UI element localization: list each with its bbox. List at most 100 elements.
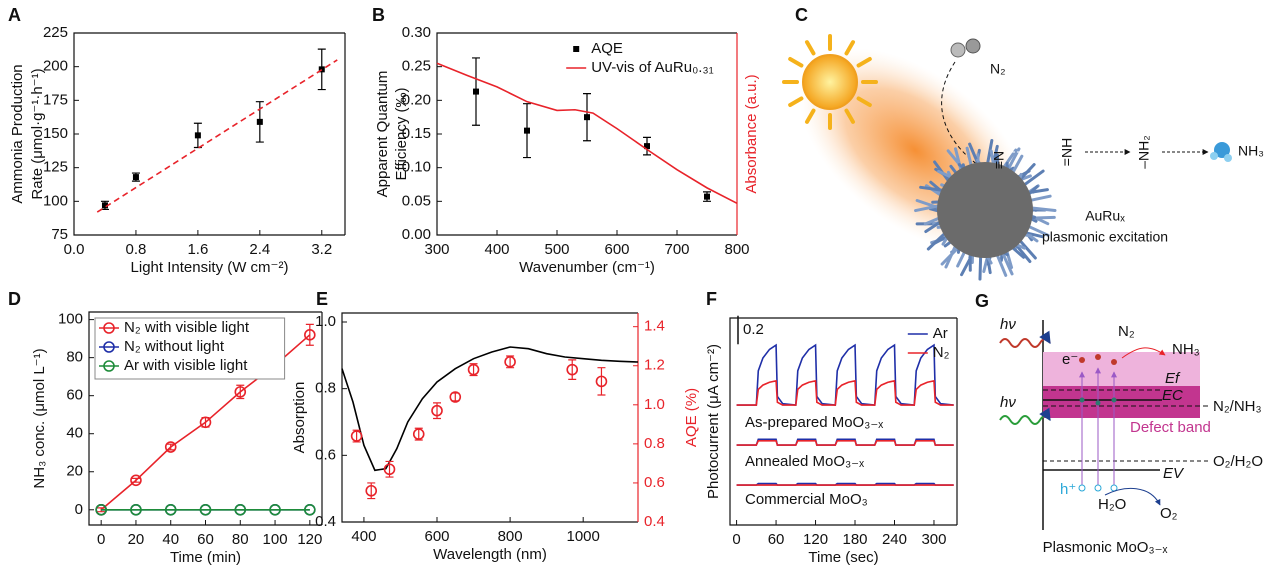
x-axis-label: Light Intensity (W cm⁻²) [131, 259, 289, 276]
data-point [584, 114, 590, 121]
data-point [304, 329, 316, 341]
chart-panel: E 400 600 800 1000 0.4 0.6 0.8 1.0 0.4 0.6 0.8 1.0 1.… [291, 289, 700, 563]
y-axis-label: NH₃ conc. (μmol L⁻¹) [31, 348, 48, 488]
axis-frame [73, 32, 345, 236]
x-tick-label: 2.4 [249, 241, 270, 258]
panel-label: A [8, 5, 21, 25]
data-point [595, 375, 608, 388]
x-tick-label: 500 [544, 241, 569, 258]
x-tick-label: 700 [664, 241, 689, 258]
hole [1094, 484, 1102, 492]
defect-label: Defect band [1130, 419, 1211, 436]
y2-tick-label: 0.8 [644, 435, 665, 452]
x-axis-label: Time (sec) [808, 549, 878, 566]
hole [1078, 484, 1086, 492]
data-point [164, 503, 177, 516]
legend-frame [94, 317, 286, 380]
data-point [318, 66, 325, 73]
intermediate-nh: =NH [1059, 138, 1075, 166]
panel-g: G hν hν e⁻ N₂ NH₃ Ef EC N₂/NH₃ Defect ba… [975, 291, 1263, 556]
data-point [234, 503, 247, 516]
y-tick-label: 0.30 [402, 24, 431, 41]
y-tick-label: 1.0 [315, 313, 336, 330]
axis-frame [88, 311, 322, 526]
y-tick-label: 100 [43, 192, 68, 209]
error-bar [352, 429, 361, 443]
intermediate-nh2: –NH₂ [1136, 135, 1152, 168]
y-tick-label: 150 [43, 125, 68, 142]
sun-ray [805, 40, 816, 56]
x-tick-label: 180 [842, 531, 867, 548]
x-axis-label: Wavenumber (cm⁻¹) [519, 259, 655, 276]
y-tick-label: 100 [58, 311, 83, 328]
y-tick-label: 40 [66, 425, 83, 442]
sun-ray [856, 96, 872, 107]
x-tick-label: 120 [803, 531, 828, 548]
x-tick-label: 120 [297, 531, 322, 548]
error-bar [506, 355, 515, 369]
panel-label: E [316, 289, 328, 309]
scale-bar-label: 0.2 [743, 321, 764, 338]
x-tick-label: 20 [128, 531, 145, 548]
couple-label: N₂/NH₃ [1213, 398, 1262, 415]
x-tick-label: 400 [351, 528, 376, 545]
defect-state [1111, 397, 1117, 403]
x-tick-label: 0 [732, 531, 740, 548]
y-tick-label: 0.4 [315, 513, 336, 530]
series-line [96, 59, 338, 213]
error-bar [414, 427, 423, 441]
n2-label: N₂ [1118, 323, 1135, 340]
x-tick-label: 240 [882, 531, 907, 548]
error-bar [568, 359, 577, 381]
sun-ray [844, 108, 855, 124]
axis-frame [341, 312, 638, 523]
data-point [194, 132, 201, 139]
catalyst-label: AuRuₓ [1085, 208, 1125, 224]
y-axis-label: Absorption [291, 382, 308, 454]
series-line [436, 62, 738, 205]
legend-label: N₂ [933, 344, 950, 361]
y-axis-label: Apparent Quantum [374, 71, 391, 198]
y-tick-label: 125 [43, 159, 68, 176]
annotation: Annealed MoO₃₋ₓ [745, 453, 864, 470]
panel-label: F [706, 289, 717, 309]
water-label: H₂O [1098, 496, 1126, 513]
series-line [736, 343, 954, 406]
product-label: NH₃ [1238, 143, 1264, 159]
data-point [412, 428, 425, 440]
x-tick-label: 600 [424, 528, 449, 545]
x-axis-label: Time (min) [170, 549, 241, 566]
x-tick-label: 40 [162, 531, 179, 548]
legend-label: N₂ without light [124, 338, 225, 355]
y-tick-label: 80 [66, 349, 83, 366]
reagent-label: e⁻ + H⁺ [1011, 131, 1060, 147]
data-point [234, 386, 247, 398]
data-point [524, 127, 530, 134]
chart-panel: A 0.0 0.8 1.6 2.4 3.2 75 100 125 150 175 200 225 Ligh… [8, 5, 346, 276]
conduction-band [1043, 352, 1200, 386]
data-point [467, 363, 480, 376]
x-tick-label: 300 [921, 531, 946, 548]
data-point [504, 356, 516, 368]
data-point [164, 441, 177, 453]
y-axis-label: Rate (μmol·g⁻¹·h⁻¹) [29, 68, 46, 199]
y-tick-label: 175 [43, 91, 68, 108]
panel-label: D [8, 289, 21, 309]
y2-axis-label: AQE (%) [683, 388, 700, 447]
data-point [95, 503, 107, 516]
y-tick-label: 225 [43, 24, 68, 41]
y-tick-label: 0.05 [402, 192, 431, 209]
nh3-molecule [1214, 142, 1230, 158]
legend-marker [573, 46, 580, 52]
y2-tick-label: 1.4 [644, 318, 665, 335]
reduction-arrow [1121, 347, 1166, 359]
y-tick-label: 200 [43, 58, 68, 75]
data-point [256, 118, 263, 125]
catalyst-core [937, 162, 1033, 258]
bound-n: ≡N [991, 151, 1007, 169]
chart-panel: B 300 400 500 600 700 800 0.00 0.05 0.10 0.15 0.20 0… [372, 5, 760, 276]
n2-atom [965, 38, 981, 54]
defect-band [1043, 386, 1200, 418]
error-bar [166, 443, 175, 451]
